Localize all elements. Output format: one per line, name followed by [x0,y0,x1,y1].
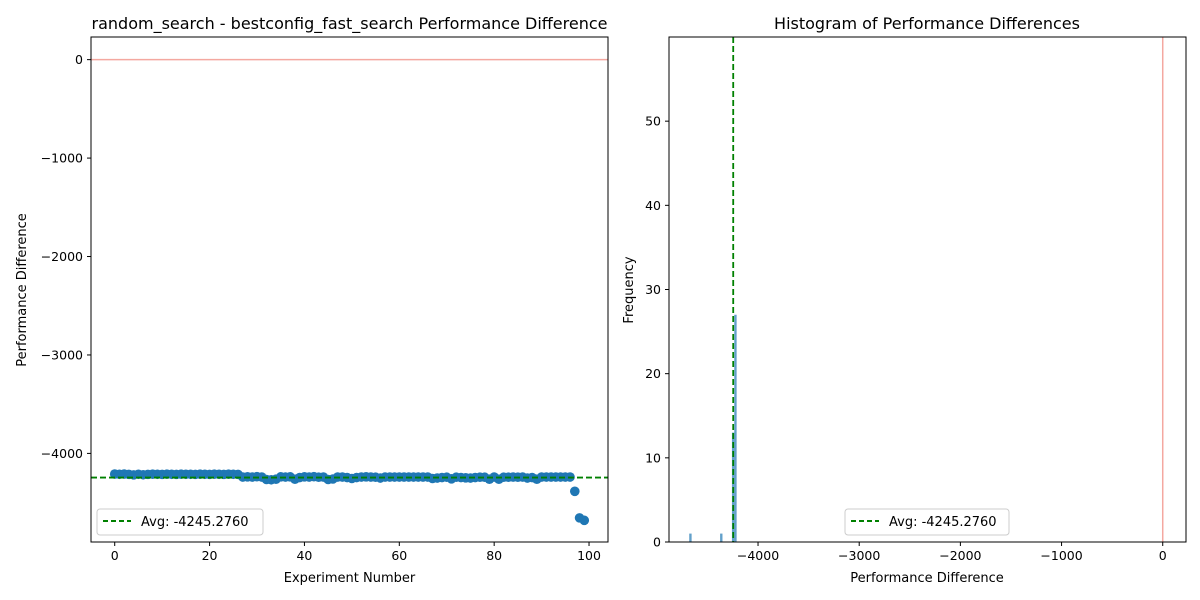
x-tick-label: 60 [391,548,407,563]
histogram-ylabel: Frequency [622,256,637,323]
y-tick-label: −3000 [41,347,83,362]
histogram-legend-label: Avg: -4245.2760 [889,515,997,530]
histogram-plot-area: −4000 −3000 −2000 −1000 0 0 10 20 30 40 50 [645,37,1167,563]
histogram-axes-frame [668,36,1187,543]
y-tick-label: 10 [645,450,661,465]
histogram-title: Histogram of Performance Differences [774,14,1080,33]
x-tick-label: 0 [111,548,119,563]
scatter-plot-area: 0 20 40 60 80 100 0 −1000 −2000 −3000 −4000 [41,52,608,563]
y-tick-label: −1000 [41,151,83,166]
y-tick-label: 0 [75,52,83,67]
scatter-legend-box [96,508,264,536]
histogram-legend-box [844,508,1010,536]
histogram-bar [734,314,737,542]
scatter-axes-frame [90,36,609,543]
y-tick-label: 40 [645,198,661,213]
scatter-panel: random_search - bestconfig_fast_search P… [15,14,609,586]
y-tick-label: −4000 [41,446,83,461]
y-tick-label: 30 [645,282,661,297]
histogram-bar [720,533,723,542]
histogram-panel: Histogram of Performance Differences −40… [622,14,1187,586]
x-tick-label: −2000 [939,548,981,563]
scatter-point [579,515,590,526]
scatter-title: random_search - bestconfig_fast_search P… [92,14,608,34]
scatter-ylabel: Performance Difference [15,213,30,367]
histogram-legend: Avg: -4245.2760 [844,508,1010,536]
x-tick-label: −3000 [838,548,880,563]
x-tick-label: 0 [1159,548,1167,563]
y-tick-label: 20 [645,366,661,381]
histogram-xlabel: Performance Difference [850,571,1004,586]
scatter-xlabel: Experiment Number [284,571,416,586]
y-tick-label: 0 [653,535,661,550]
scatter-legend: Avg: -4245.2760 [96,508,264,536]
x-tick-label: 80 [486,548,502,563]
scatter-legend-label: Avg: -4245.2760 [141,515,249,530]
x-tick-label: 40 [296,548,312,563]
x-tick-label: 100 [577,548,601,563]
y-tick-label: 50 [645,114,661,129]
x-tick-label: −1000 [1040,548,1082,563]
histogram-bar [689,533,692,542]
x-tick-label: −4000 [737,548,779,563]
x-tick-label: 20 [202,548,218,563]
scatter-point [569,486,580,497]
y-tick-label: −2000 [41,249,83,264]
